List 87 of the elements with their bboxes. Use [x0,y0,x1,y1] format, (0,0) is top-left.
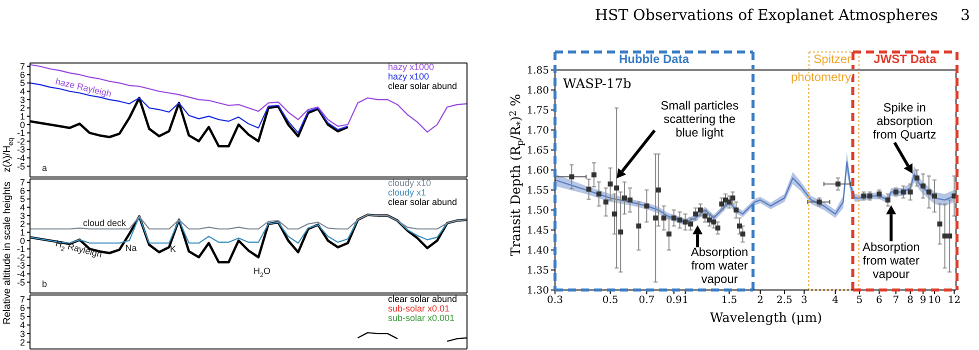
y-tick-label: 1.55 [526,186,549,197]
text: clear solar abund [388,81,458,91]
y-tick-label: 4 [20,86,25,96]
y-tick-label: 5 [20,78,25,88]
annotation: Absorption from water vapour [862,240,920,282]
y-tick-label: -5 [16,277,25,288]
y-tick-label: 1.40 [526,246,549,257]
annotation: H$_{2}$O [253,266,271,279]
y-tick-label: 2 [20,219,25,230]
y-tick-label: 5 [20,312,25,322]
y-tick-label: -2 [16,252,25,262]
x-tick-label: 0.7 [638,295,655,306]
text: hazy x1000 [388,62,434,72]
x-tick-label: 0.5 [602,295,618,306]
y-tick-label: 6 [20,186,25,196]
x-tick-label: 8 [907,295,914,306]
x-tick-label: 0.9 [666,295,682,306]
y-tick-label: 4 [20,202,25,212]
x-tick-label: 6 [876,295,882,306]
y-tick-label: 0 [20,120,25,130]
x-tick-label: 12 [948,295,961,306]
y-tick-label: 7 [20,178,25,188]
y-tick-label: -4 [16,153,25,164]
y-tick-label: 3 [20,94,25,105]
text: hazy x100 [388,72,430,82]
series-label: clear solar abund [388,197,458,207]
y-tick-label: -5 [16,161,25,172]
x-tick-label: 7 [892,295,900,306]
y-tick-label: 7 [20,62,25,72]
y-tick-label: 2 [20,337,25,348]
annotation: WASP-17b [563,77,632,92]
x-tick-label: 1 [682,295,688,306]
x-axis-title: Wavelength (μm) [710,311,822,326]
annotation: Absorption from water vapour [690,245,748,286]
x-tick-label: 2.5 [776,295,792,306]
y-tick-label: 1.65 [526,146,549,157]
y-tick-label: -4 [16,269,25,280]
y-tick-label: 1.80 [526,86,549,97]
y-tick-label: 1.45 [526,226,549,237]
y-axis-title: Relative altitude in scale heights [2,182,13,324]
y-tick-label: 1.30 [526,286,549,297]
text: clear solar abund [388,294,458,304]
x-tick-label: 9 [920,295,926,306]
x-tick-label: 0.3 [547,295,563,306]
annotation: Small particles scattering the blue light [660,98,739,140]
y-tick-label: -3 [16,144,25,155]
legend-label: sub-solar x0.001 [388,313,455,323]
y-tick-label: 1.60 [526,166,549,177]
y-tick-label: -1 [16,128,25,138]
annotation: a [42,163,48,173]
annotation: b [42,279,48,289]
y-tick-label: -2 [16,136,25,146]
annotation: haze Rayleigh [54,76,112,99]
y-tick-label: 1 [20,111,25,122]
x-tick-label: 3 [801,295,808,306]
x-tick-label: 10 [928,295,941,306]
y-tick-label: 5 [20,194,25,204]
y-tick-label: 1.50 [526,206,549,217]
annotation: Na [125,243,137,253]
y-tick-label: 6 [20,70,25,80]
annotation: Spitzer photometry [790,52,851,84]
y-tick-label: 3 [20,210,25,221]
y-tick-label: 1.35 [526,266,549,277]
y-tick-label: 1.70 [526,126,549,137]
y-tick-label: 1.75 [526,106,549,117]
annotation: K [170,244,176,254]
y-tick-label: -1 [16,244,25,254]
text: Hubble Data [618,52,690,66]
text: 3 [960,6,970,24]
annotation: Spike in absorption from Quartz [872,100,936,142]
y-tick-label: 2 [20,103,25,114]
y-tick-label: -3 [16,260,25,271]
y-tick-label: 4 [20,320,25,330]
text: cloudy x1 [388,188,426,198]
y-tick-label: 1.85 [526,66,549,77]
x-tick-label: 4 [832,295,839,306]
x-tick-label: 5 [856,295,863,306]
text: HST Observations of Exoplanet Atmospheres [594,6,938,24]
legend-label: sub-solar x0.01 [388,304,450,314]
y-tick-label: 3 [20,328,25,339]
annotation: cloud deck [83,218,127,228]
x-tick-label: 2 [757,295,764,306]
y-tick-label: 0 [20,236,25,246]
y-tick-label: 1 [20,227,25,238]
y-tick-label: 6 [20,303,25,314]
x-tick-label: 1.5 [721,295,738,306]
text: cloudy x10 [388,178,432,188]
